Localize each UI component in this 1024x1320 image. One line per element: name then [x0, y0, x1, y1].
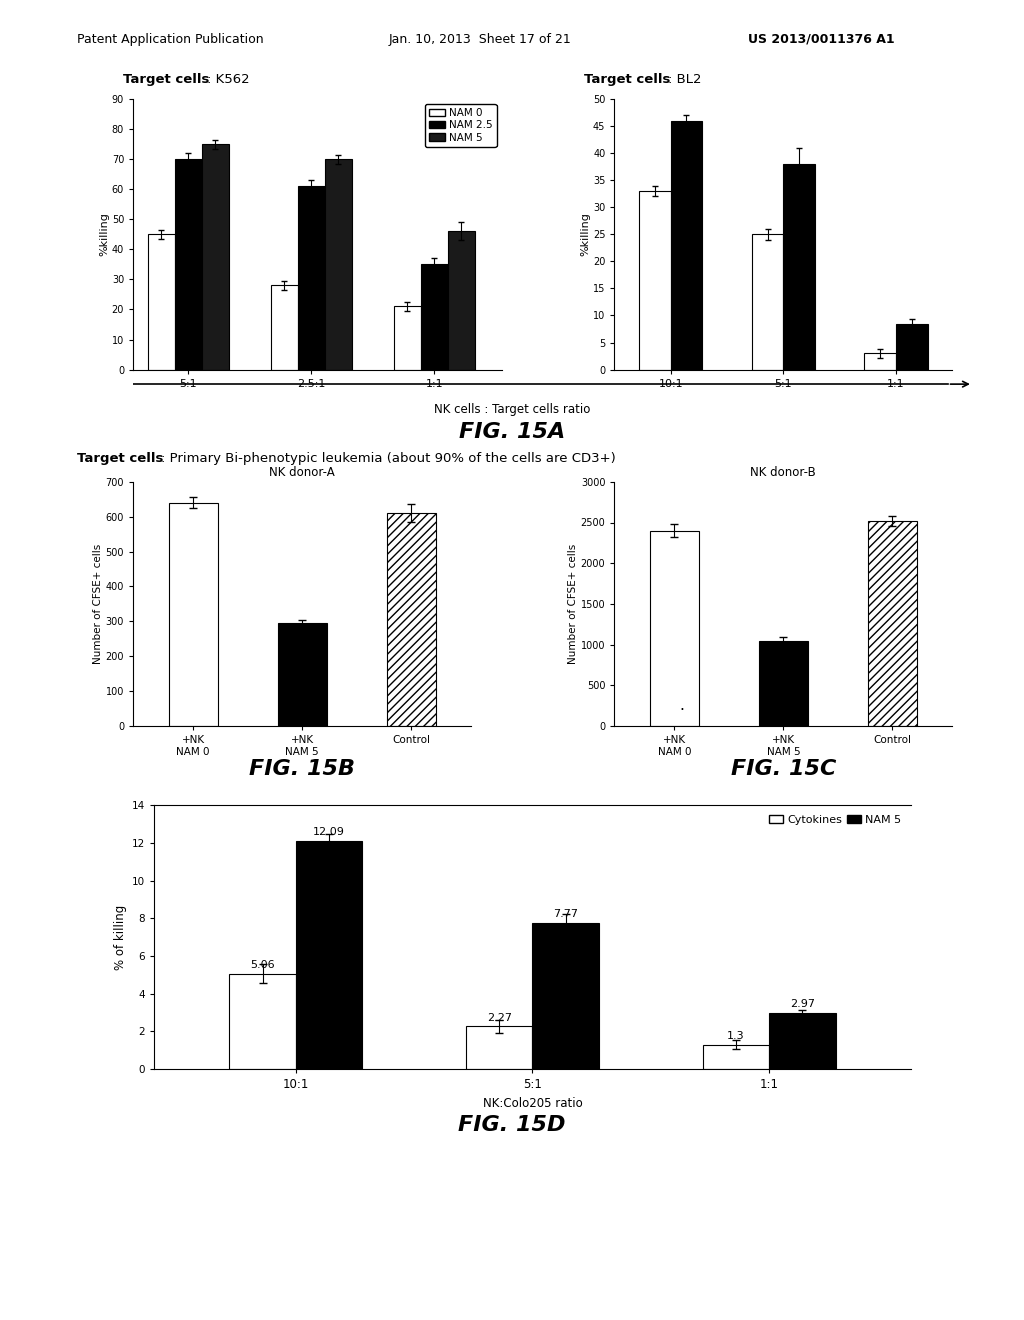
Text: FIG. 15C: FIG. 15C — [731, 759, 836, 779]
Bar — [421, 264, 447, 370]
Text: Jan. 10, 2013  Sheet 17 of 21: Jan. 10, 2013 Sheet 17 of 21 — [389, 33, 571, 46]
Text: Target cells: Target cells — [584, 73, 670, 86]
Y-axis label: %killing: %killing — [99, 213, 109, 256]
Title: NK donor-B: NK donor-B — [751, 466, 816, 479]
Text: FIG. 15B: FIG. 15B — [249, 759, 355, 779]
Text: FIG. 15D: FIG. 15D — [459, 1115, 565, 1135]
Text: 12.09: 12.09 — [313, 828, 345, 837]
Y-axis label: Number of CFSE+ cells: Number of CFSE+ cells — [93, 544, 102, 664]
Text: : K562: : K562 — [207, 73, 250, 86]
Bar — [868, 521, 916, 726]
Text: 1.3: 1.3 — [727, 1031, 744, 1041]
Bar — [532, 923, 599, 1069]
Text: : BL2: : BL2 — [668, 73, 701, 86]
Bar — [175, 160, 202, 370]
Text: NK cells : Target cells ratio: NK cells : Target cells ratio — [434, 403, 590, 416]
Legend: Cytokines, NAM 5: Cytokines, NAM 5 — [765, 810, 906, 830]
Bar — [393, 306, 421, 370]
Text: Target cells: Target cells — [77, 451, 163, 465]
Bar — [229, 974, 296, 1069]
X-axis label: NK:Colo205 ratio: NK:Colo205 ratio — [482, 1097, 583, 1110]
Y-axis label: % of killing: % of killing — [114, 904, 127, 970]
Text: Target cells: Target cells — [123, 73, 209, 86]
Title: NK donor-A: NK donor-A — [269, 466, 335, 479]
Text: 7.77: 7.77 — [553, 909, 579, 919]
Text: US 2013/0011376 A1: US 2013/0011376 A1 — [748, 33, 894, 46]
Text: 5.06: 5.06 — [250, 960, 274, 970]
Bar — [769, 1014, 836, 1069]
Bar — [639, 191, 671, 370]
Bar — [752, 235, 783, 370]
Text: Patent Application Publication: Patent Application Publication — [77, 33, 263, 46]
Bar — [671, 120, 702, 370]
Bar — [296, 841, 362, 1069]
Bar — [650, 531, 698, 726]
Text: FIG. 15A: FIG. 15A — [459, 422, 565, 442]
Bar — [783, 164, 815, 370]
Bar — [270, 285, 298, 370]
Text: ·: · — [680, 704, 684, 718]
Y-axis label: %killing: %killing — [580, 213, 590, 256]
Bar — [387, 513, 435, 726]
Bar — [278, 623, 327, 726]
Text: 2.27: 2.27 — [486, 1012, 512, 1023]
Bar — [325, 160, 352, 370]
Bar — [466, 1027, 532, 1069]
Y-axis label: Number of CFSE+ cells: Number of CFSE+ cells — [568, 544, 578, 664]
Bar — [202, 144, 229, 370]
Bar — [169, 503, 218, 726]
Bar — [147, 235, 175, 370]
Bar — [702, 1044, 769, 1069]
Legend: NAM 0, NAM 2.5, NAM 5: NAM 0, NAM 2.5, NAM 5 — [425, 104, 497, 147]
Text: 2.97: 2.97 — [790, 999, 815, 1010]
Bar — [298, 186, 325, 370]
Bar — [759, 640, 808, 726]
Bar — [896, 323, 928, 370]
Bar — [447, 231, 475, 370]
Bar — [864, 354, 896, 370]
Text: : Primary Bi-phenotypic leukemia (about 90% of the cells are CD3+): : Primary Bi-phenotypic leukemia (about … — [161, 451, 615, 465]
